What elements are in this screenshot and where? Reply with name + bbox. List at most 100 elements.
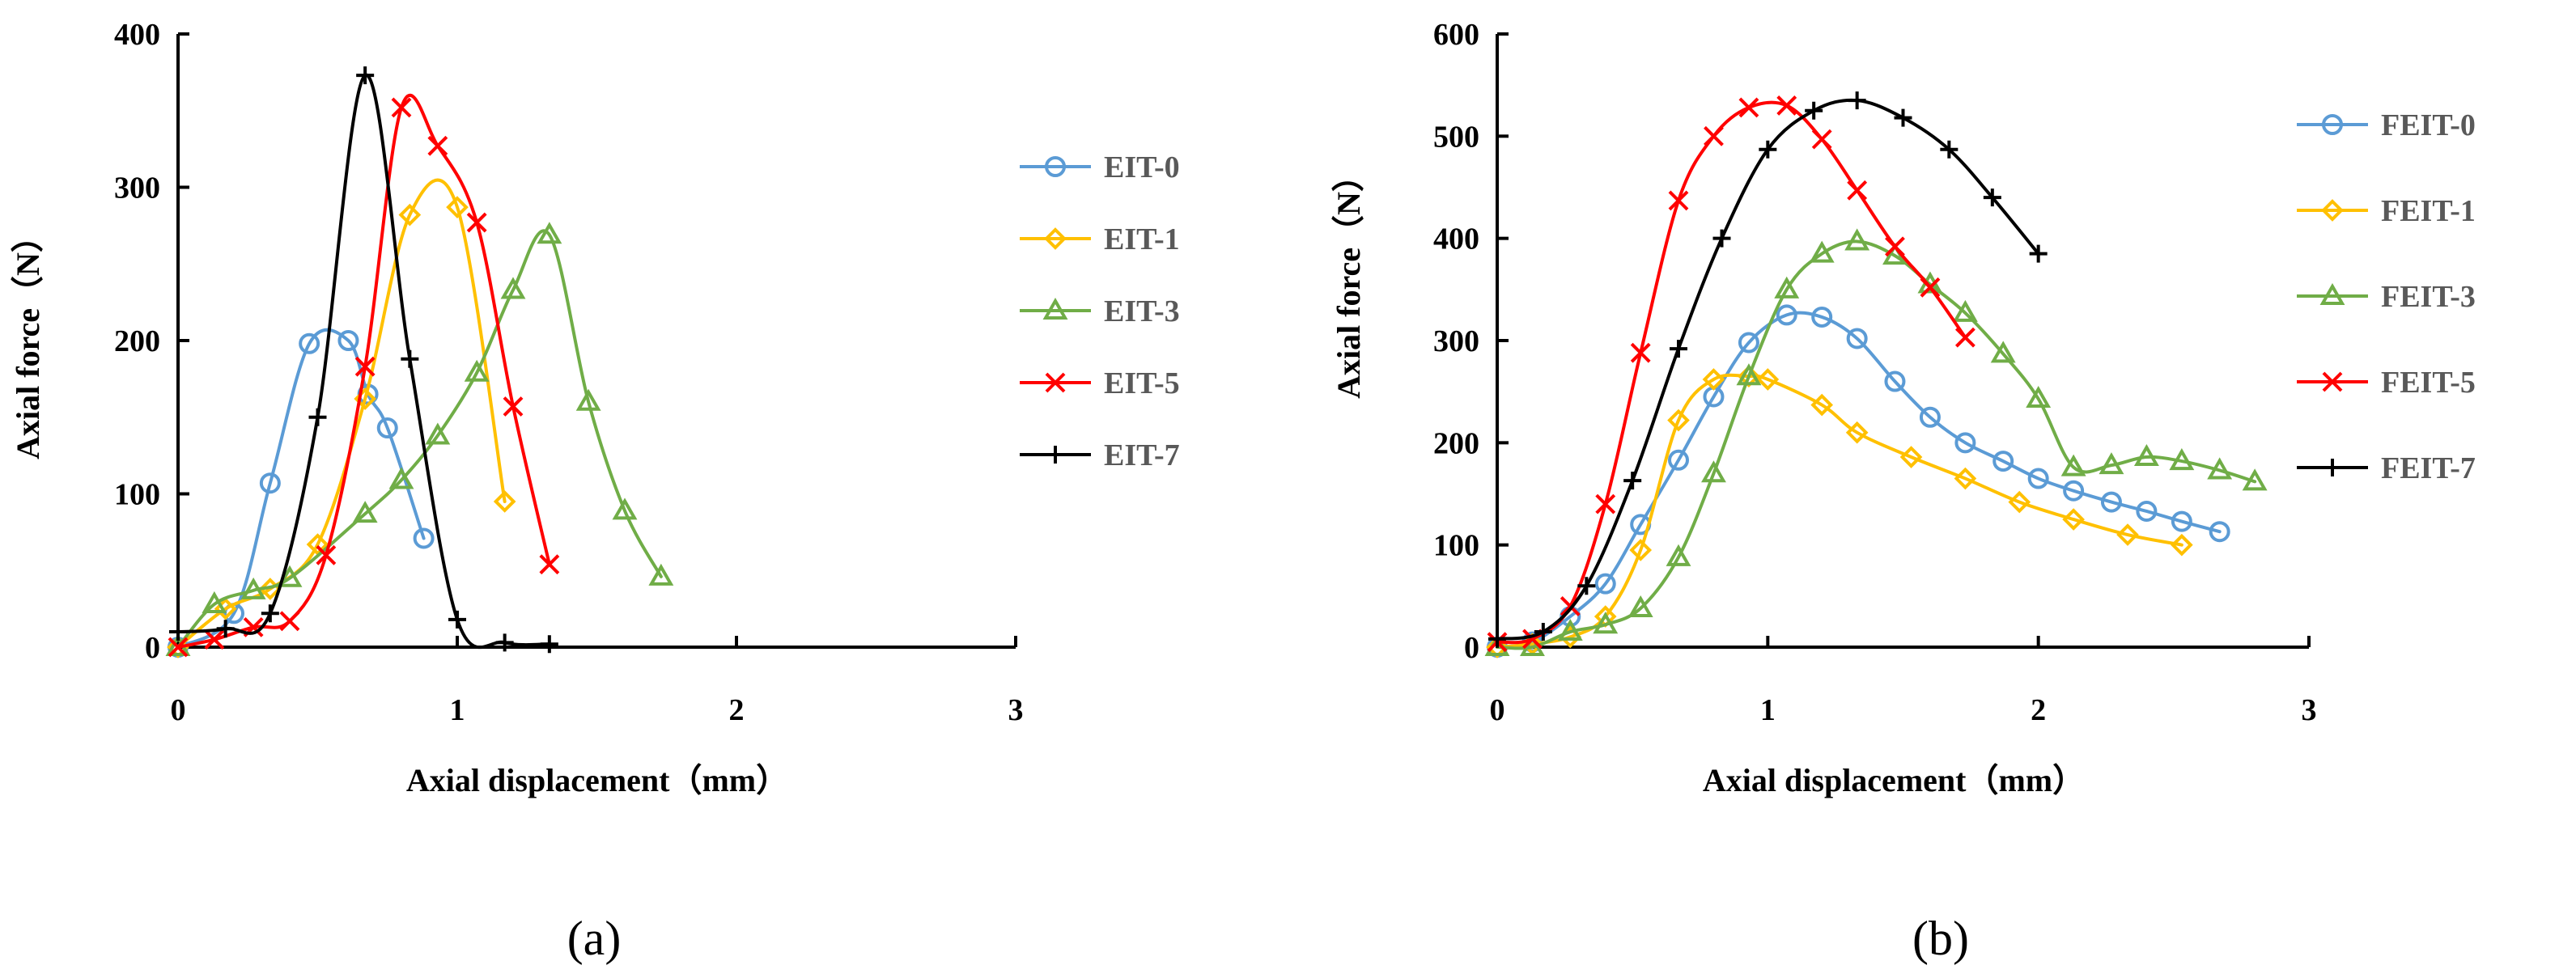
legend-item-FEIT-0: FEIT-0 bbox=[2297, 108, 2476, 142]
legend-marker bbox=[2322, 114, 2343, 135]
legend-label: EIT-0 bbox=[1104, 150, 1180, 184]
y-tick-label: 300 bbox=[1433, 324, 1479, 358]
data-point-FEIT-3 bbox=[1774, 276, 1800, 298]
data-point-FEIT-3 bbox=[1701, 460, 1726, 483]
y-tick-label: 400 bbox=[1433, 222, 1479, 256]
chart-panel-a: 0 100 200 300 400 0 1 2 3 Axial displacement（mm） A… bbox=[10, 18, 1180, 965]
data-point-FEIT-3 bbox=[1666, 544, 1691, 566]
data-point-FEIT-0 bbox=[2063, 480, 2085, 502]
data-point-FEIT-1 bbox=[2171, 533, 2193, 557]
x-tick-label: 3 bbox=[1008, 693, 1024, 727]
series-EIT-5 bbox=[168, 93, 560, 658]
data-point-FEIT-0 bbox=[1919, 406, 1941, 428]
data-point-FEIT-3 bbox=[2169, 448, 2195, 471]
data-point-EIT-3 bbox=[388, 467, 414, 489]
series-line-EIT-1 bbox=[176, 178, 507, 649]
data-point-FEIT-3 bbox=[1593, 612, 1619, 634]
data-point-FEIT-7 bbox=[1805, 101, 1823, 120]
x-tick-label: 2 bbox=[2031, 693, 2046, 727]
data-point-FEIT-1 bbox=[1629, 539, 1653, 561]
data-point-EIT-3 bbox=[537, 222, 562, 244]
y-tick-label: 200 bbox=[1433, 426, 1479, 460]
data-point-FEIT-3 bbox=[2099, 452, 2124, 475]
data-point-FEIT-0 bbox=[2209, 521, 2230, 543]
data-point-FEIT-3 bbox=[1809, 240, 1835, 263]
x-tick-label: 2 bbox=[729, 693, 745, 727]
data-point-EIT-0 bbox=[376, 417, 398, 439]
data-point-EIT-7 bbox=[540, 635, 558, 654]
data-point-EIT-7 bbox=[216, 620, 235, 638]
data-point-FEIT-7 bbox=[1759, 140, 1777, 159]
data-point-FEIT-5 bbox=[1920, 277, 1941, 298]
series-EIT-7 bbox=[169, 66, 558, 654]
data-point-FEIT-1 bbox=[1899, 446, 1923, 468]
data-point-FEIT-0 bbox=[1594, 573, 1616, 595]
y-tick-label: 100 bbox=[1433, 529, 1479, 563]
data-point-EIT-0 bbox=[413, 527, 435, 549]
x-axis-label: Axial displacement（mm） bbox=[406, 762, 788, 798]
legend-label: FEIT-5 bbox=[2381, 366, 2476, 400]
data-point-FEIT-5 bbox=[1595, 493, 1616, 514]
data-point-EIT-7 bbox=[448, 610, 466, 629]
data-point-FEIT-5 bbox=[1668, 190, 1689, 211]
panel-caption: (b) bbox=[1912, 912, 1969, 965]
data-point-EIT-3 bbox=[464, 359, 490, 382]
x-axis-label: Axial displacement（mm） bbox=[1703, 762, 2085, 798]
data-point-FEIT-3 bbox=[2133, 443, 2159, 467]
x-tick-label: 1 bbox=[450, 693, 465, 727]
legend-item-FEIT-1: FEIT-1 bbox=[2297, 194, 2476, 228]
data-point-EIT-5 bbox=[466, 212, 487, 233]
x-tick-label: 0 bbox=[171, 693, 186, 727]
legend-item-EIT-0: EIT-0 bbox=[1020, 150, 1180, 184]
y-tick-label: 600 bbox=[1433, 18, 1479, 52]
legend-label: EIT-1 bbox=[1104, 222, 1180, 256]
data-point-FEIT-1 bbox=[1845, 421, 1869, 444]
y-tick-label: 100 bbox=[114, 478, 160, 512]
data-point-FEIT-7 bbox=[1577, 577, 1596, 595]
data-point-FEIT-3 bbox=[2060, 454, 2086, 476]
data-point-EIT-7 bbox=[261, 604, 279, 623]
data-point-EIT-7 bbox=[495, 633, 514, 652]
panel-caption: (a) bbox=[567, 912, 622, 965]
data-point-EIT-1 bbox=[398, 203, 422, 227]
legend-marker bbox=[1044, 227, 1067, 250]
data-point-FEIT-5 bbox=[1776, 95, 1797, 116]
y-tick-label: 0 bbox=[1464, 631, 1479, 665]
data-point-FEIT-3 bbox=[1952, 299, 1978, 322]
chart-panel-b: 0 100 200 300 400 500 600 0 1 2 3 Axial displacemen… bbox=[1330, 18, 2476, 965]
y-tick-label: 500 bbox=[1433, 120, 1479, 154]
data-point-FEIT-7 bbox=[1534, 623, 1552, 641]
data-point-EIT-3 bbox=[648, 563, 674, 586]
series-EIT-1 bbox=[167, 178, 516, 658]
series-line-EIT-5 bbox=[176, 93, 551, 649]
legend-marker bbox=[2321, 199, 2344, 222]
data-point-FEIT-0 bbox=[1811, 306, 1833, 328]
data-point-FEIT-5 bbox=[1954, 327, 1975, 348]
data-point-FEIT-5 bbox=[1630, 342, 1651, 363]
data-point-EIT-1 bbox=[493, 490, 516, 513]
legend-label: FEIT-0 bbox=[2381, 108, 2476, 142]
legend-label: EIT-5 bbox=[1104, 366, 1180, 400]
data-point-EIT-3 bbox=[240, 577, 266, 599]
data-point-EIT-1 bbox=[306, 533, 329, 556]
data-point-FEIT-7 bbox=[1488, 629, 1506, 648]
data-point-FEIT-1 bbox=[2116, 523, 2139, 546]
y-axis-label: Axial force（N） bbox=[10, 220, 46, 459]
data-point-EIT-5 bbox=[503, 396, 524, 417]
data-point-EIT-5 bbox=[391, 97, 412, 118]
data-point-FEIT-3 bbox=[1557, 619, 1583, 641]
data-point-EIT-3 bbox=[575, 388, 601, 411]
data-point-EIT-7 bbox=[356, 66, 375, 85]
y-axis-label: Axial force（N） bbox=[1330, 159, 1367, 399]
data-point-FEIT-0 bbox=[2136, 500, 2158, 522]
series-line-FEIT-0 bbox=[1496, 311, 2222, 649]
series-EIT-3 bbox=[165, 222, 674, 656]
data-point-FEIT-1 bbox=[2062, 508, 2085, 531]
data-point-FEIT-7 bbox=[1623, 472, 1642, 490]
data-point-FEIT-7 bbox=[1712, 229, 1731, 248]
data-point-EIT-5 bbox=[168, 637, 189, 658]
data-point-FEIT-5 bbox=[1738, 97, 1759, 118]
legend-marker bbox=[1046, 446, 1064, 464]
data-point-EIT-3 bbox=[202, 591, 227, 613]
data-point-EIT-5 bbox=[316, 544, 337, 565]
